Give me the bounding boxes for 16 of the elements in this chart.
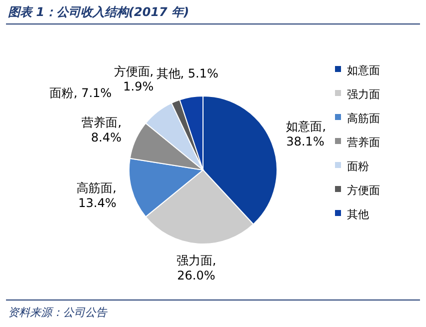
legend-label: 强力面 (347, 88, 380, 101)
legend-label: 方便面 (347, 184, 380, 197)
legend-label: 高筋面 (347, 112, 380, 125)
legend-label: 如意面 (347, 64, 380, 77)
data-label: 营养面, 8.4% (82, 115, 122, 144)
data-label: 高筋面, 13.4% (76, 181, 116, 210)
data-label: 强力面, 26.0% (176, 253, 216, 282)
legend-label: 其他 (347, 208, 369, 221)
data-label: 如意面, 38.1% (286, 120, 326, 149)
legend-label: 营养面 (347, 136, 380, 149)
data-label: 方便面, 1.9% (114, 64, 154, 94)
legend-label: 面粉 (347, 160, 369, 173)
text: 资料来源：公司公告 (8, 306, 108, 319)
chart-title: 图表 1：公司收入结构(2017 年) (8, 5, 190, 19)
data-label: 其他, 5.1% (156, 66, 218, 80)
data-label: 面粉, 7.1% (50, 86, 112, 100)
